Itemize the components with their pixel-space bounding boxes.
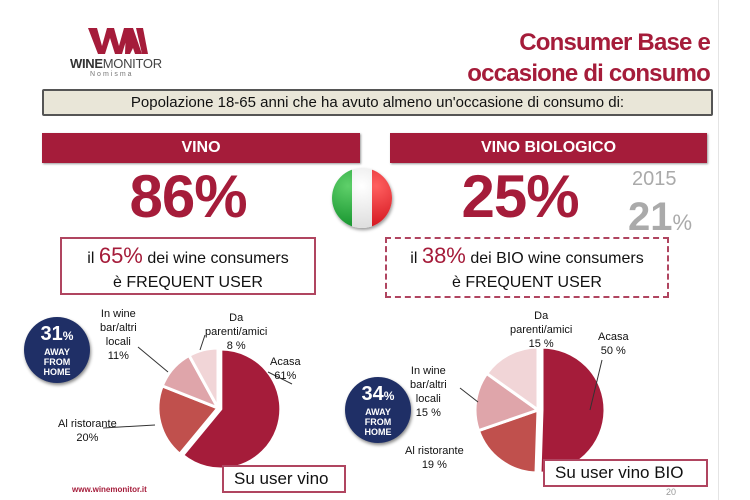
away-label: HOME (364, 427, 392, 437)
label-line: 11% (107, 350, 129, 362)
logo-brand-rest: MONITOR (102, 56, 162, 71)
logo-text: WINEMONITOR (70, 56, 162, 71)
away-label: FROM (364, 417, 392, 427)
title-line-2: occasione di consumo (467, 60, 711, 87)
leader-line (267, 371, 293, 385)
label-line: bar/altri (100, 322, 137, 334)
vino-value: 86% (129, 163, 247, 230)
away-unit: % (62, 329, 74, 343)
label-line: Da (229, 312, 244, 324)
winemonitor-logo-icon (88, 28, 148, 54)
label-line: Al ristorante (405, 445, 464, 457)
pie2-slice-da-parenti-amici (484, 345, 540, 413)
label-line: In wine (410, 365, 446, 377)
freq-line2: è FREQUENT USER (113, 274, 263, 291)
leader-line (199, 334, 206, 351)
away-value: 34 (361, 383, 384, 405)
prev-year: 2015 (632, 168, 677, 190)
freq-line2: è FREQUENT USER (452, 274, 602, 291)
bio-frequent-box: il 38% dei BIO wine consumers è FREQUENT… (385, 237, 669, 298)
away-label: FROM (43, 357, 71, 367)
label-line: locali (415, 393, 441, 405)
freq-value: 65% (98, 243, 143, 268)
vino-header: VINO (42, 133, 360, 163)
italy-flag-icon (332, 168, 392, 228)
vino-frequent-box: il 65% dei wine consumers è FREQUENT USE… (60, 237, 316, 295)
pie1-label-ristorante: Al ristorante 20% (58, 417, 117, 445)
label-line: parenti/amici (205, 326, 268, 338)
leader-line (589, 359, 603, 411)
label-line: 15 % (528, 338, 554, 350)
pie2-label-parenti: Da parenti/amici 15 % (510, 309, 572, 351)
label-line: 20% (76, 432, 99, 444)
label-line: 8 % (226, 340, 246, 352)
pie1-label-casa: Acasa 61% (270, 355, 301, 383)
pie1-slice-da-parenti-amici (187, 346, 220, 409)
slide-title: Consumer Base e occasione di consumo (467, 27, 711, 89)
bio-value: 25% (461, 163, 579, 230)
prev-value: 21% (628, 195, 692, 240)
pie1-label-parenti: Da parenti/amici 8 % (205, 311, 267, 353)
away-value: 31 (40, 323, 63, 345)
pie2-label-winebar: In wine bar/altri locali 15 % (410, 364, 447, 420)
label-line: locali (105, 336, 131, 348)
freq-pre: il (410, 250, 418, 267)
page-number: 20 (666, 487, 677, 497)
leader-line (102, 424, 156, 429)
bio-away-badge: 34% AWAY FROM HOME (345, 377, 411, 443)
footer-url[interactable]: www.winemonitor.it (72, 485, 147, 494)
pie2-slice-in-wine-bar-altri-locali (473, 371, 542, 433)
label-line: 19 % (421, 459, 447, 471)
prev-number: 21 (628, 195, 673, 239)
freq-post: dei BIO wine consumers (470, 250, 644, 267)
label-line: 61% (274, 370, 297, 382)
slide-edge (718, 0, 719, 500)
leader-line (137, 346, 169, 373)
away-unit: % (383, 389, 395, 403)
logo-sub: Nomisma (90, 71, 134, 78)
label-line: Acasa (270, 356, 301, 368)
vino-base-label: Su user vino (222, 465, 346, 493)
vino-away-badge: 31% AWAY FROM HOME (24, 317, 90, 383)
away-label: AWAY (44, 347, 70, 357)
pie1-slice-a-casa (180, 347, 283, 471)
pie2-label-casa: Acasa 50 % (598, 330, 629, 358)
prev-unit: % (672, 210, 693, 235)
freq-value: 38% (421, 243, 466, 268)
label-line: 50 % (600, 345, 626, 357)
away-label: AWAY (365, 407, 391, 417)
freq-post: dei wine consumers (147, 250, 289, 267)
title-line-1: Consumer Base e (519, 29, 711, 56)
logo-brand-bold: WINE (70, 56, 103, 71)
leader-line (459, 387, 479, 403)
bio-header: VINO BIOLOGICO (390, 133, 707, 163)
label-line: Al ristorante (58, 418, 117, 430)
pie1-label-winebar: In wine bar/altri locali 11% (100, 307, 137, 363)
label-line: In wine (100, 308, 136, 320)
label-line: parenti/amici (510, 324, 573, 336)
freq-pre: il (87, 250, 95, 267)
pie2-label-ristorante: Al ristorante 19 % (405, 444, 464, 472)
label-line: Acasa (598, 331, 629, 343)
bio-base-label: Su user vino BIO (543, 459, 708, 487)
label-line: Da (534, 310, 549, 322)
pie2-slice-a-casa (538, 345, 607, 475)
label-line: bar/altri (410, 379, 447, 391)
subtitle-bar: Popolazione 18-65 anni che ha avuto alme… (42, 89, 713, 116)
label-line: 15 % (415, 407, 441, 419)
away-label: HOME (43, 367, 71, 377)
